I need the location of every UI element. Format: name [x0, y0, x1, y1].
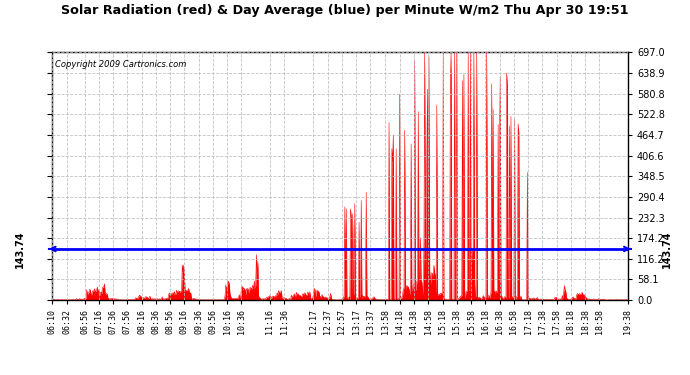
Text: 143.74: 143.74: [662, 230, 672, 268]
Text: Solar Radiation (red) & Day Average (blue) per Minute W/m2 Thu Apr 30 19:51: Solar Radiation (red) & Day Average (blu…: [61, 4, 629, 17]
Text: 143.74: 143.74: [15, 230, 25, 268]
Text: Copyright 2009 Cartronics.com: Copyright 2009 Cartronics.com: [55, 60, 186, 69]
